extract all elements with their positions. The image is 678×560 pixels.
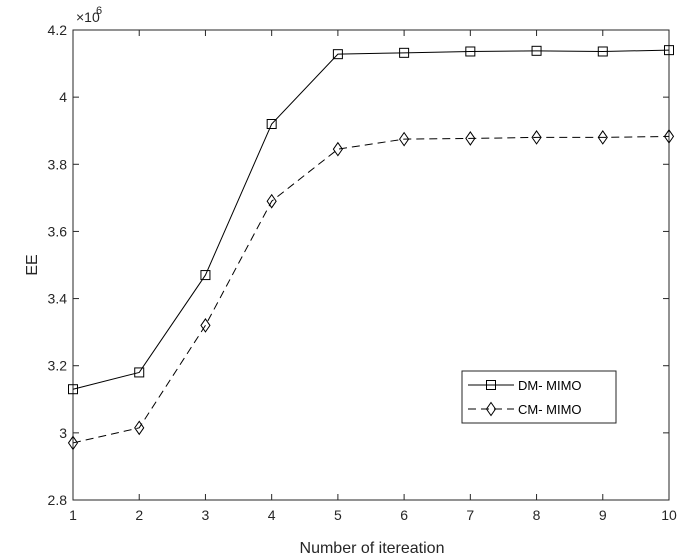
x-tick-label: 9 <box>599 507 607 523</box>
data-point <box>531 130 542 145</box>
x-tick-label: 3 <box>202 507 210 523</box>
x-tick-label: 1 <box>69 507 77 523</box>
plot-area <box>72 29 670 501</box>
data-point <box>134 420 145 436</box>
data-point <box>465 131 476 146</box>
y-tick-label: 3.8 <box>48 156 68 172</box>
data-point <box>399 131 410 147</box>
series-group <box>67 45 675 451</box>
y-tick-label: 3.2 <box>48 358 68 374</box>
x-axis-label: Number of itereation <box>300 540 445 557</box>
data-point <box>134 367 145 378</box>
data-point <box>332 141 343 157</box>
x-tick-label: 6 <box>400 507 408 523</box>
series-cm-mimo <box>67 129 675 451</box>
data-point <box>663 129 675 144</box>
data-point <box>68 384 78 395</box>
data-point <box>266 193 277 209</box>
legend-label: DM- MIMO <box>518 378 582 393</box>
axis-ticks: 1 2 3 4 5 6 7 8 9 10 2.8 3 3.2 3.4 3.6 3.8 4 4.2 <box>48 22 677 523</box>
y-tick-label: 4 <box>59 89 67 105</box>
x-tick-label: 2 <box>135 507 143 523</box>
data-point <box>67 435 79 451</box>
y-tick-label: 3 <box>59 425 67 441</box>
y-exponent-power: 6 <box>96 5 102 17</box>
data-point <box>465 46 476 57</box>
legend-label: CM- MIMO <box>518 402 582 417</box>
data-point <box>597 130 608 145</box>
x-tick-label: 8 <box>533 507 541 523</box>
y-axis-label: EE <box>24 254 41 275</box>
y-tick-label: 2.8 <box>48 492 68 508</box>
data-point <box>597 46 608 57</box>
series-dm-mimo <box>68 45 674 395</box>
x-tick-label: 5 <box>334 507 342 523</box>
y-exponent-base: ×10 <box>76 9 100 25</box>
data-point <box>200 318 211 333</box>
legend-marker <box>485 401 497 417</box>
data-point <box>332 49 343 60</box>
legend-marker <box>486 380 496 390</box>
data-point <box>531 45 542 56</box>
y-tick-label: 3.6 <box>48 223 68 239</box>
legend: DM- MIMO CM- MIMO <box>461 370 617 424</box>
x-tick-label: 7 <box>466 507 474 523</box>
data-point <box>200 270 211 281</box>
series-line <box>72 49 670 390</box>
y-tick-label: 4.2 <box>48 22 68 38</box>
legend-box <box>461 370 617 424</box>
data-point <box>266 119 277 129</box>
y-tick-label: 3.4 <box>48 291 68 307</box>
x-tick-label: 10 <box>661 507 677 523</box>
data-point <box>399 47 410 58</box>
data-point <box>664 45 674 56</box>
x-tick-label: 4 <box>268 507 276 523</box>
series-line <box>72 135 670 444</box>
